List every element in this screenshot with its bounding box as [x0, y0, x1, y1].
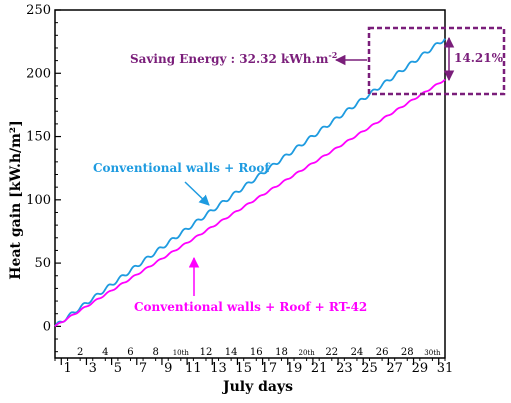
percent-label: 14.21% — [454, 51, 504, 65]
series-line-1 — [54, 78, 446, 327]
y-tick-label: 250 — [26, 3, 51, 18]
y-tick-label: 50 — [34, 256, 51, 271]
x-axis-title: July days — [221, 379, 293, 395]
saving-energy-text: Saving Energy : 32.32 kWh.m — [130, 52, 329, 66]
x-tick-label-top: 6 — [127, 347, 133, 358]
x-tick-label-bottom: 3 — [89, 361, 97, 376]
x-tick-label-top: 16 — [250, 347, 263, 358]
series-layer — [54, 38, 446, 327]
x-tick-label-top: 22 — [325, 347, 338, 358]
series-label-conventional: Conventional walls + Roof — [93, 161, 270, 175]
x-tick-label-top: 12 — [200, 347, 213, 358]
x-tick-label-top: 28 — [401, 347, 414, 358]
x-tick-label-bottom: 31 — [437, 361, 454, 376]
x-tick-label-bottom: 13 — [210, 361, 227, 376]
x-tick-label-top: 2 — [77, 347, 83, 358]
x-tick-label-top: 8 — [152, 347, 158, 358]
y-tick-label: 100 — [26, 193, 51, 208]
x-tick-label-top: 24 — [351, 347, 364, 358]
y-tick-label: 200 — [26, 66, 51, 81]
x-tick-label-bottom: 1 — [63, 361, 71, 376]
x-tick-label-top: 4 — [102, 347, 108, 358]
series-line-0 — [54, 38, 446, 327]
x-tick-label-bottom: 23 — [336, 361, 353, 376]
x-axis-ticks: 1 3 5 7 9 11 13 15 17 19 21 23 25 27 29 312 4 6 8 10th 12 14 1… — [54, 347, 454, 376]
y-axis-ticks: 0 50 100 150 200 250 — [26, 3, 61, 353]
x-tick-label-bottom: 21 — [311, 361, 328, 376]
saving-highlight-box — [367, 26, 506, 96]
x-tick-label-bottom: 5 — [114, 361, 122, 376]
x-tick-label-bottom: 11 — [185, 361, 202, 376]
saving-energy-label: Saving Energy : 32.32 kWh.m-2 — [130, 50, 337, 66]
x-tick-label-top: 14 — [225, 347, 238, 358]
saving-energy-exponent: -2 — [328, 50, 337, 60]
y-tick-label: 150 — [26, 130, 51, 145]
series-pointer-conventional — [184, 181, 210, 206]
x-tick-label-bottom: 15 — [235, 361, 252, 376]
x-tick-label-bottom: 29 — [412, 361, 429, 376]
y-tick-label: 0 — [43, 319, 51, 334]
plot-area-frame — [54, 9, 446, 359]
x-tick-label-bottom: 17 — [261, 361, 278, 376]
x-tick-label-top: 26 — [376, 347, 389, 358]
x-tick-label-top: 10th — [173, 349, 190, 357]
y-axis-title: Heat gain [kW.h/m²] — [8, 120, 24, 279]
x-tick-label-top: 20th — [298, 349, 315, 357]
x-tick-label-bottom: 19 — [286, 361, 303, 376]
x-tick-label-top: 30th — [424, 349, 441, 357]
x-tick-label-bottom: 25 — [361, 361, 378, 376]
x-tick-label-top: 18 — [275, 347, 288, 358]
x-tick-label-bottom: 9 — [164, 361, 172, 376]
series-label-rt42: Conventional walls + Roof + RT-42 — [134, 300, 367, 314]
x-tick-label-bottom: 7 — [139, 361, 147, 376]
x-tick-label-bottom: 27 — [386, 361, 403, 376]
